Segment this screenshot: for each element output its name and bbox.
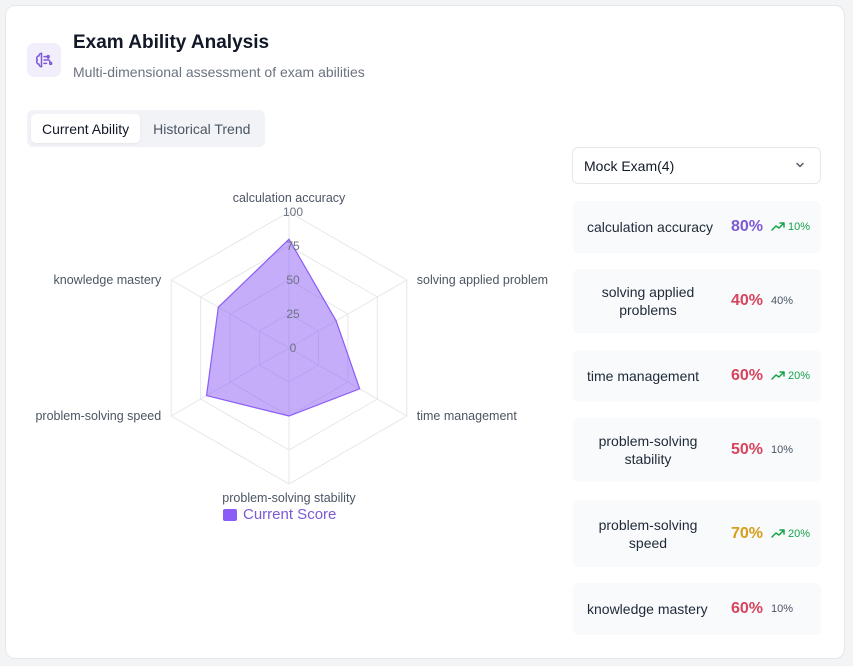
metric-row: solving applied problems 40% 40% <box>573 269 821 333</box>
radar-tick-label: 100 <box>283 205 303 219</box>
metric-score: 60% <box>730 600 763 617</box>
metric-row: calculation accuracy 80% 10% <box>573 201 821 253</box>
metric-change: 20% <box>771 370 810 382</box>
metric-change: 40% <box>771 295 794 307</box>
radar-category-label: knowledge mastery <box>54 273 162 287</box>
metric-name: time management <box>587 368 700 384</box>
metric-score: 70% <box>730 524 763 542</box>
metric-score: 50% <box>730 441 763 458</box>
page-title: Exam Ability Analysis <box>73 32 270 53</box>
radar-tick-label: 50 <box>286 273 300 287</box>
metric-change: 20% <box>771 528 810 540</box>
radar-series-area <box>205 238 361 417</box>
trending-up-icon <box>771 528 785 538</box>
brain-icon <box>27 43 61 77</box>
metric-row: time management 60% 20% <box>573 350 821 402</box>
metric-name: calculation accuracy <box>587 219 714 235</box>
metric-row: problem-solving speed 70% 20% <box>573 500 821 567</box>
exam-select[interactable]: Mock Exam(4) <box>572 147 821 184</box>
metric-row: problem-solving stability 50% 10% <box>573 418 821 482</box>
page-subtitle: Multi-dimensional assessment of exam abi… <box>73 64 365 80</box>
metric-name: problem-solving stability <box>598 433 698 467</box>
metric-name: problem-solving speed <box>598 516 698 551</box>
legend-label: Current Score <box>243 506 337 523</box>
metric-change: 10% <box>771 221 810 233</box>
radar-category-label: time management <box>417 409 518 423</box>
metric-score: 80% <box>730 218 763 235</box>
radar-tick-label: 25 <box>286 307 300 321</box>
tab-current-ability[interactable]: Current Ability <box>31 114 141 143</box>
radar-category-label: problem-solving stability <box>222 491 356 505</box>
trending-up-icon <box>771 222 785 231</box>
ability-card: Exam Ability Analysis Multi-dimensional … <box>5 5 845 659</box>
radar-category-label: calculation accuracy <box>233 191 346 205</box>
exam-select-value: Mock Exam(4) <box>584 157 675 174</box>
radar-category-label: solving applied problem <box>417 273 548 287</box>
metric-name: solving applied problems <box>601 284 695 318</box>
chart-legend[interactable]: Current Score <box>223 506 336 523</box>
radar-tick-label: 0 <box>290 341 297 355</box>
legend-swatch <box>223 508 237 521</box>
view-tabs: Current Ability Historical Trend <box>27 110 266 147</box>
metric-change: 10% <box>771 603 794 615</box>
radar-category-label: problem-solving speed <box>35 409 161 423</box>
metric-name: knowledge mastery <box>587 601 708 617</box>
chevron-down-icon <box>794 158 806 174</box>
metric-row: knowledge mastery 60% 10% <box>573 583 821 635</box>
tab-historical-trend[interactable]: Historical Trend <box>153 120 251 137</box>
radar-tick-label: 75 <box>286 239 300 253</box>
metric-change: 10% <box>771 444 794 456</box>
metric-score: 40% <box>730 292 763 309</box>
metric-score: 60% <box>730 367 763 384</box>
trending-up-icon <box>771 371 785 380</box>
